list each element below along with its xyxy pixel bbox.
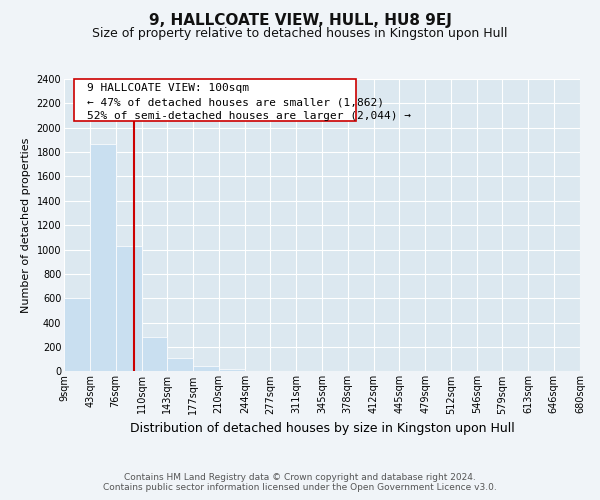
Text: Size of property relative to detached houses in Kingston upon Hull: Size of property relative to detached ho… [92,28,508,40]
Bar [167,358,193,372]
Y-axis label: Number of detached properties: Number of detached properties [21,138,31,313]
Bar [193,366,218,372]
Bar [90,144,116,372]
Text: Contains HM Land Registry data © Crown copyright and database right 2024.: Contains HM Land Registry data © Crown c… [124,472,476,482]
Bar [142,336,167,372]
Text: 9, HALLCOATE VIEW, HULL, HU8 9EJ: 9, HALLCOATE VIEW, HULL, HU8 9EJ [149,12,451,28]
Bar [218,369,245,372]
Text: ← 47% of detached houses are smaller (1,862): ← 47% of detached houses are smaller (1,… [87,98,384,108]
Text: 9 HALLCOATE VIEW: 100sqm: 9 HALLCOATE VIEW: 100sqm [87,84,249,94]
FancyBboxPatch shape [74,79,356,122]
Bar [64,298,90,372]
Text: 52% of semi-detached houses are larger (2,044) →: 52% of semi-detached houses are larger (… [87,112,411,122]
Bar [116,246,142,372]
X-axis label: Distribution of detached houses by size in Kingston upon Hull: Distribution of detached houses by size … [130,422,514,435]
Text: Contains public sector information licensed under the Open Government Licence v3: Contains public sector information licen… [103,484,497,492]
